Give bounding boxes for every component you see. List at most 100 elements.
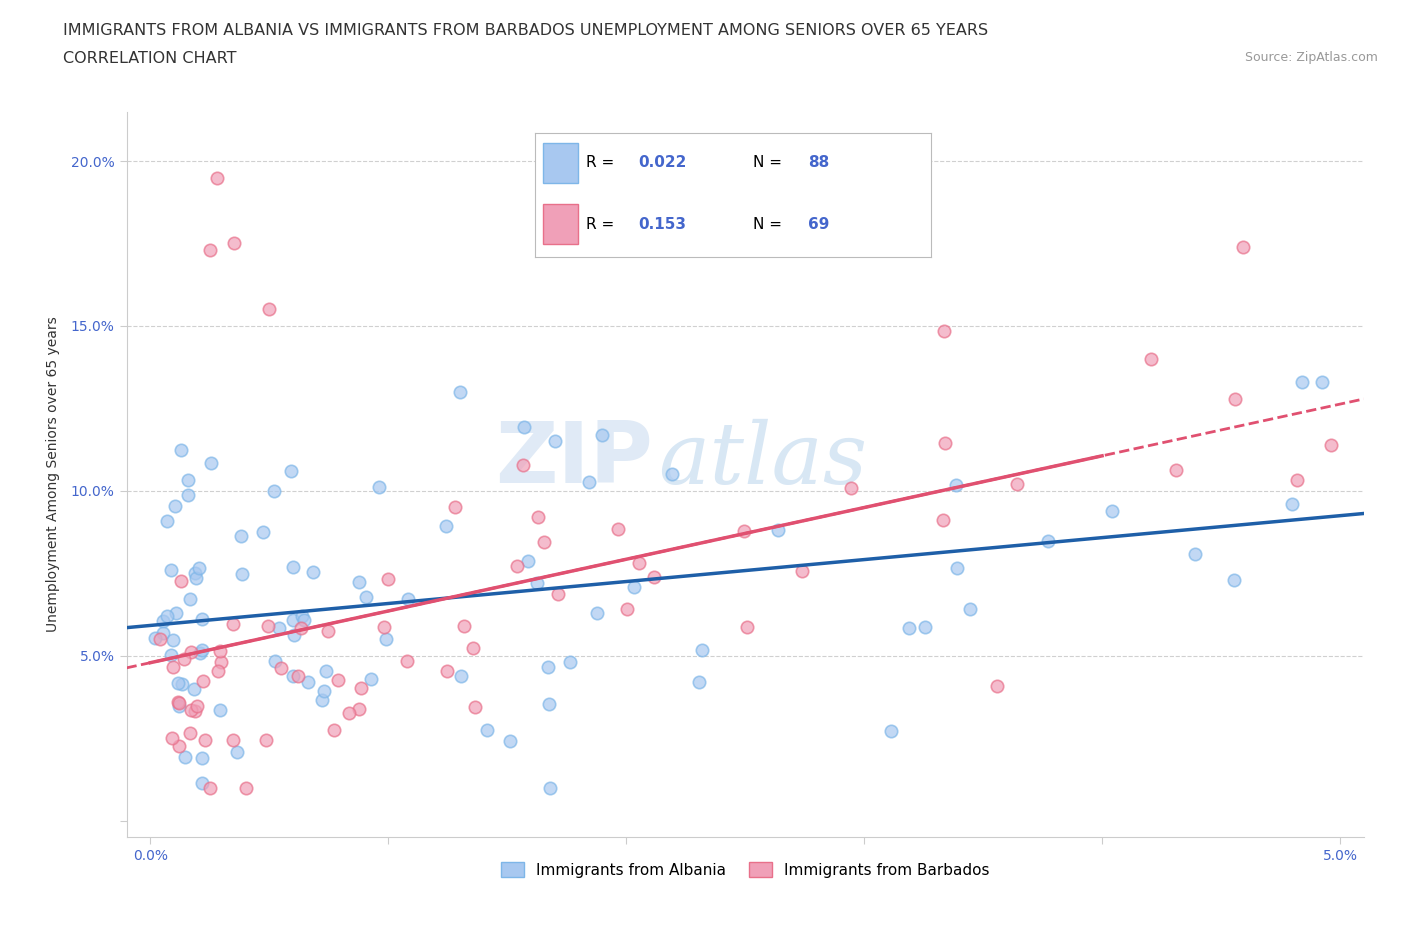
Point [263,484,285,498]
Point [959,602,981,617]
Point [200,456,222,471]
Text: atlas: atlas [658,418,868,501]
Point [733,524,755,538]
Point [159,647,181,662]
Point [350,681,373,696]
Point [167,739,190,754]
Point [170,676,193,691]
Point [558,654,581,669]
Point [328,672,350,687]
Point [167,695,190,710]
Text: Source: ZipAtlas.com: Source: ZipAtlas.com [1244,51,1378,64]
Point [616,602,638,617]
Point [1223,572,1246,587]
Point [222,236,245,251]
Text: ZIP: ZIP [495,418,652,501]
Point [533,535,555,550]
Point [396,654,419,669]
Point [643,570,665,585]
Point [205,170,228,185]
Point [1320,438,1343,453]
Text: CORRELATION CHART: CORRELATION CHART [63,51,236,66]
Point [267,620,290,635]
Point [880,724,903,739]
Point [623,579,645,594]
Point [231,567,253,582]
Point [184,565,207,580]
Point [209,703,232,718]
Point [463,699,485,714]
Point [354,590,377,604]
Point [226,745,249,760]
Point [280,464,302,479]
Point [177,487,200,502]
Point [396,591,419,606]
Point [536,659,558,674]
Point [183,681,205,696]
Point [222,617,245,631]
Point [1291,374,1313,389]
Point [1005,476,1028,491]
Point [1164,462,1187,477]
Point [585,606,607,621]
Point [444,500,467,515]
Point [281,560,304,575]
Point [1184,547,1206,562]
Point [292,613,315,628]
Point [170,573,193,588]
Point [312,684,335,698]
Point [578,474,600,489]
Point [526,576,548,591]
Point [207,664,229,679]
Point [165,606,187,621]
Point [505,558,527,573]
Point [1286,472,1309,487]
Point [179,725,201,740]
Point [163,498,186,513]
Point [209,644,232,658]
Point [180,702,202,717]
Point [311,693,333,708]
Point [190,775,212,790]
Point [254,733,277,748]
Point [162,633,184,648]
Point [627,555,650,570]
Point [337,706,360,721]
Point [932,324,955,339]
Point [191,612,214,627]
Point [946,560,969,575]
Point [449,384,471,399]
Point [177,472,200,487]
Point [222,732,245,747]
Point [477,722,499,737]
Point [316,623,339,638]
Point [932,512,955,527]
Point [160,563,183,578]
Point [297,675,319,690]
Point [537,697,560,711]
Point [188,645,211,660]
Point [690,643,713,658]
Point [283,628,305,643]
Point [374,631,396,646]
Point [184,571,207,586]
Point [167,698,190,713]
Point [934,435,956,450]
Point [766,523,789,538]
Point [453,618,475,633]
Point [591,427,613,442]
Point [450,669,472,684]
Point [1140,352,1163,366]
Point [1232,239,1254,254]
Point [152,626,174,641]
Text: IMMIGRANTS FROM ALBANIA VS IMMIGRANTS FROM BARBADOS UNEMPLOYMENT AMONG SENIORS O: IMMIGRANTS FROM ALBANIA VS IMMIGRANTS FR… [63,23,988,38]
Point [360,671,382,686]
Point [194,733,217,748]
Point [193,674,215,689]
Point [270,661,292,676]
Point [160,731,183,746]
Point [661,467,683,482]
Point [323,723,346,737]
Point [1310,375,1333,390]
Point [281,613,304,628]
